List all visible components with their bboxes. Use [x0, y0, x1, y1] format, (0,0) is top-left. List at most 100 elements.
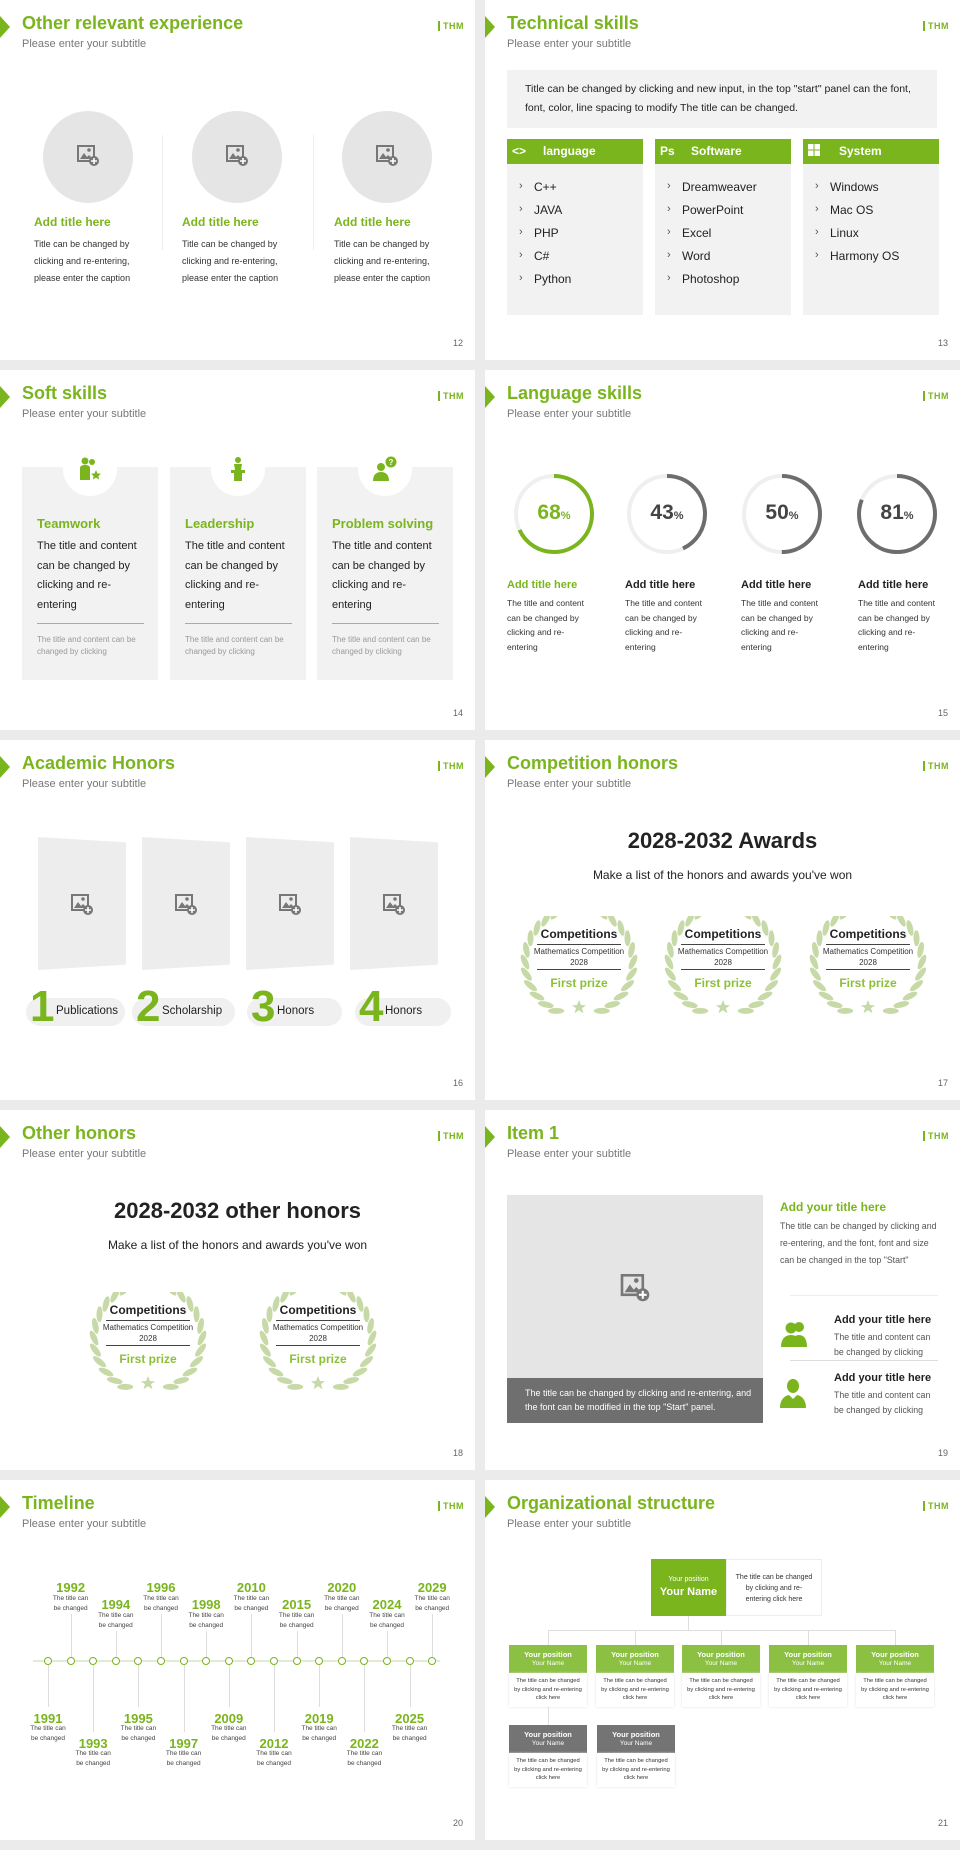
timeline-connector [161, 1614, 162, 1657]
point-text: The title and content can be changed by … [834, 1390, 931, 1415]
award-year: 2028 [714, 958, 732, 967]
image-placeholder[interactable] [342, 111, 432, 203]
timeline-text: The title can be changed [346, 1750, 383, 1767]
org-name: Your Name [704, 1660, 738, 1667]
timeline-dot[interactable] [428, 1657, 437, 1665]
timeline-dot[interactable] [383, 1657, 391, 1665]
page-number: 20 [452, 1818, 463, 1828]
progress-ring: 43% [625, 472, 709, 556]
slide-17[interactable]: Competition honors Please enter your subt… [485, 740, 960, 1100]
org-box-header[interactable]: Your position Your Name [682, 1645, 760, 1673]
main-text: The title can be changed by clicking and… [780, 1221, 937, 1265]
image-placeholder[interactable] [246, 837, 334, 970]
timeline-text: The title can be changed [165, 1750, 202, 1767]
image-placeholder[interactable] [142, 837, 230, 970]
timeline-dot[interactable] [66, 1657, 75, 1665]
honor-pill [355, 998, 451, 1026]
timeline-dot[interactable] [134, 1657, 143, 1665]
slide-20[interactable]: Timeline Please enter your subtitle THM 20 1… [0, 1480, 475, 1840]
slide-title: Soft skills [22, 383, 108, 403]
org-head-desc: The title can be changed by clicking and… [726, 1559, 822, 1616]
org-box-header[interactable]: Your position Your Name [856, 1645, 934, 1673]
bullet-icon: › [667, 203, 671, 215]
timeline-dot[interactable] [202, 1657, 211, 1665]
honor-pill [247, 998, 342, 1026]
slide-title: Competition honors [507, 753, 678, 773]
list-item: Harmony OS [830, 249, 900, 263]
divider [276, 1320, 360, 1321]
skill-card [22, 467, 158, 680]
card-note: The title and content can be changed by … [332, 635, 431, 656]
timeline-text: The title can be changed [211, 1725, 247, 1742]
award-year: 2028 [859, 958, 877, 967]
item-text: The title and content can be changed by … [625, 598, 703, 652]
timeline-dot[interactable] [89, 1657, 98, 1665]
image-placeholder[interactable] [192, 111, 282, 203]
card-text: The title and content can be changed by … [37, 540, 137, 611]
org-name: Your Name [791, 1660, 825, 1667]
column-label: Software [691, 144, 742, 158]
list-item: Linux [830, 226, 859, 240]
award-title: Competitions [540, 927, 618, 941]
divider [313, 135, 314, 250]
percent-label: 81% [855, 501, 939, 525]
timeline-connector [183, 1665, 185, 1732]
award-event: Mathematics Competition [677, 947, 769, 956]
image-placeholder[interactable] [507, 1195, 763, 1378]
timeline-dot[interactable] [157, 1657, 165, 1665]
org-name: Your Name [531, 1660, 565, 1667]
timeline-dot[interactable] [360, 1657, 369, 1665]
timeline-dot[interactable] [270, 1657, 278, 1665]
card-title: Problem solving [332, 516, 434, 531]
timeline-dot[interactable] [111, 1657, 120, 1665]
timeline-dot[interactable] [179, 1657, 188, 1665]
image-placeholder[interactable] [43, 111, 133, 203]
org-box-header[interactable]: Your position Your Name [596, 1645, 674, 1673]
timeline-dot[interactable] [44, 1657, 52, 1665]
slide-13[interactable]: Technical skills Please enter your subtit… [485, 0, 960, 360]
timeline-connector [70, 1614, 72, 1657]
bullet-icon: › [519, 226, 523, 238]
slide-subtitle: Please enter your subtitle [507, 38, 632, 50]
award-event: Mathematics Competition [533, 947, 625, 956]
slide-title: Academic Honors [22, 753, 176, 773]
slide-14[interactable]: Soft skills Please enter your subtitle THM… [0, 370, 475, 730]
page-number: 16 [452, 1078, 463, 1088]
org-box-header[interactable]: Your position Your Name [509, 1645, 587, 1673]
list-item: C++ [534, 180, 557, 194]
timeline-dot[interactable] [337, 1657, 346, 1665]
slide-12[interactable]: Other relevant experience Please enter yo… [0, 0, 475, 360]
page-number: 19 [937, 1448, 948, 1458]
divider [332, 623, 439, 624]
point-title: Add your title here [834, 1372, 932, 1384]
image-placeholder[interactable] [38, 837, 126, 970]
award-prize: First prize [289, 1352, 347, 1366]
timeline-connector [251, 1614, 253, 1657]
card-note: The title and content can be changed by … [37, 635, 136, 656]
title-arrow-icon [485, 1496, 495, 1518]
slide-16[interactable]: Academic Honors Please enter your subtitl… [0, 740, 475, 1100]
slide-19[interactable]: Item 1 Please enter your subtitle THM 19 The… [485, 1110, 960, 1470]
image-placeholder[interactable] [350, 837, 438, 970]
divider [106, 1320, 190, 1321]
timeline-dot[interactable] [292, 1657, 301, 1665]
slide-21[interactable]: Organizational structure Please enter you… [485, 1480, 960, 1840]
org-box-desc: The title can be changed by clicking and… [597, 1753, 675, 1787]
org-head-box[interactable]: Your position Your Name [651, 1559, 726, 1616]
timeline-text: The title can be changed [233, 1595, 270, 1612]
timeline-dot[interactable] [247, 1657, 256, 1665]
award-title: Competitions [829, 927, 907, 941]
timeline-dot[interactable] [224, 1657, 233, 1665]
card-text: The title and content can be changed by … [332, 540, 432, 611]
org-position: Your position [612, 1730, 660, 1739]
award-prize: First prize [694, 976, 752, 990]
org-box-header[interactable]: Your position Your Name [597, 1725, 675, 1753]
timeline-dot[interactable] [405, 1657, 414, 1665]
column-header: Ps Software [655, 139, 791, 164]
slide-15[interactable]: Language skills Please enter your subtitl… [485, 370, 960, 730]
org-box-header[interactable]: Your position Your Name [509, 1725, 587, 1753]
slide-18[interactable]: Other honors Please enter your subtitle TH… [0, 1110, 475, 1470]
org-box-header[interactable]: Your position Your Name [769, 1645, 847, 1673]
timeline-dot[interactable] [315, 1657, 324, 1665]
list-item: Windows [830, 180, 879, 194]
